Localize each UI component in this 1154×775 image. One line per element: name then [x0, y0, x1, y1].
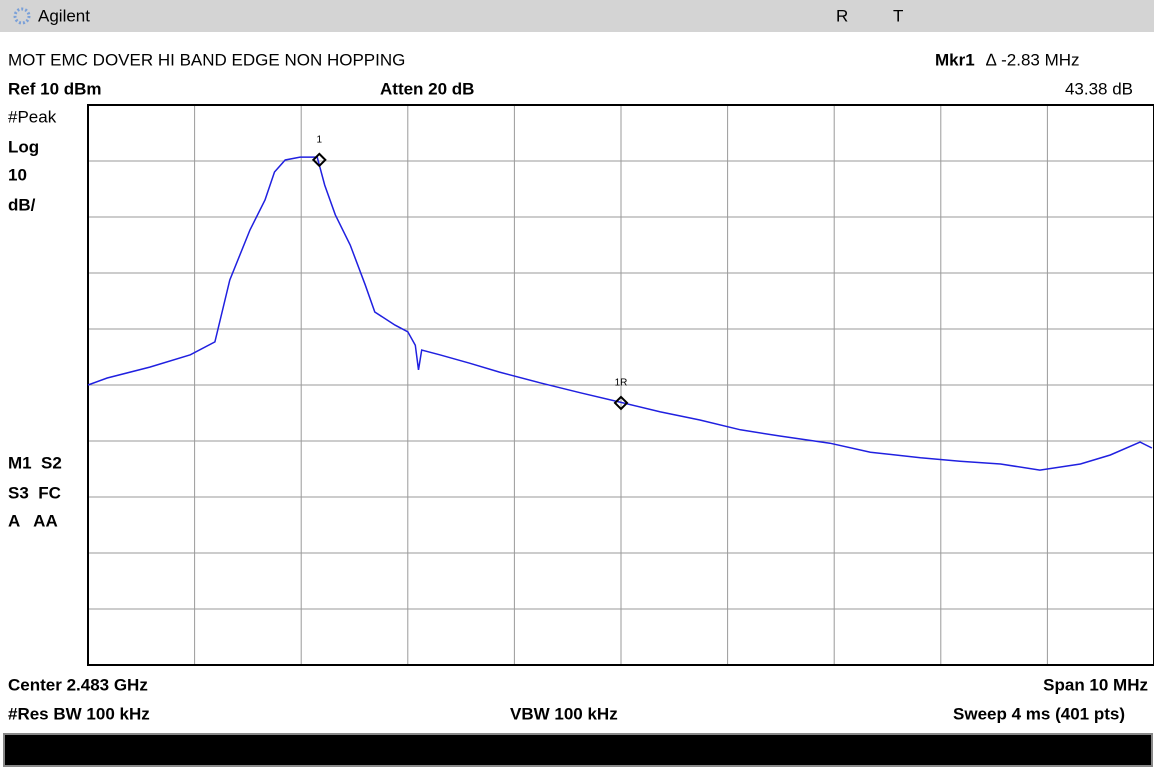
scale-value: 10 [8, 165, 27, 184]
rbw: #Res BW 100 kHz [8, 704, 150, 723]
marker-name: Mkr1 [935, 50, 975, 69]
marker-label: 1 [317, 135, 323, 146]
flag: R [836, 6, 848, 25]
title-bar [0, 0, 1154, 32]
trace-title: MOT EMC DOVER HI BAND EDGE NON HOPPING [8, 50, 405, 69]
marker [613, 395, 629, 411]
scale-type: Log [8, 137, 39, 156]
center-freq: Center 2.483 GHz [8, 675, 148, 694]
scale-unit: dB/ [8, 195, 36, 214]
status: S3 FC [8, 483, 61, 502]
flag: T [893, 6, 903, 25]
span: Span 10 MHz [1043, 675, 1148, 694]
logo [13, 7, 31, 25]
vbw: VBW 100 kHz [510, 704, 618, 723]
trace [87, 156, 1153, 471]
marker-label: 1R [615, 378, 628, 389]
attenuation: Atten 20 dB [380, 79, 474, 98]
grid [88, 105, 1154, 665]
sweep: Sweep 4 ms (401 pts) [953, 704, 1125, 723]
ref-level: Ref 10 dBm [8, 79, 102, 98]
brand: Agilent [38, 6, 90, 25]
marker [311, 152, 327, 168]
status: M1 S2 [8, 453, 62, 472]
status-bar [3, 733, 1153, 767]
detector: #Peak [8, 107, 57, 126]
marker-delta: ∆ -2.83 MHz [986, 50, 1080, 69]
status: A AA [8, 511, 58, 530]
marker-level: 43.38 dB [1065, 79, 1133, 98]
